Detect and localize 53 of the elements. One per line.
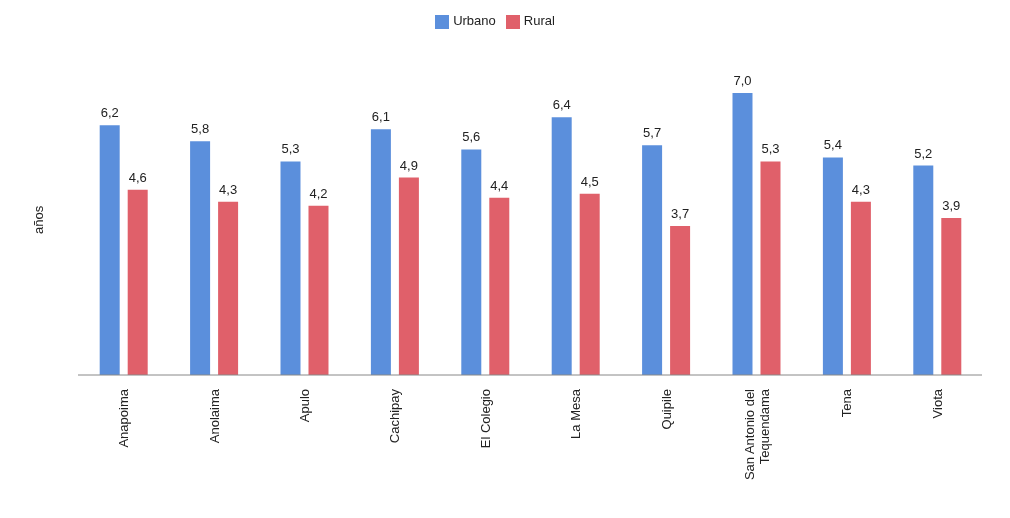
x-tick-label: Anapoima xyxy=(116,388,132,448)
bar xyxy=(461,149,482,375)
bar xyxy=(941,217,962,375)
bar xyxy=(308,205,329,375)
bar xyxy=(489,197,510,375)
data-label: 4,3 xyxy=(851,181,870,197)
x-tick-label: Anolaima xyxy=(206,388,222,444)
data-label: 5,8 xyxy=(191,121,210,137)
legend-label: Urbano xyxy=(453,13,496,28)
x-tick-label: Quipile xyxy=(658,389,674,430)
x-tick-label: Viota xyxy=(929,388,945,419)
data-label: 5,4 xyxy=(823,137,842,153)
bar xyxy=(370,129,391,375)
data-label: 6,4 xyxy=(552,97,571,113)
data-label: 5,2 xyxy=(914,145,933,161)
legend-label: Rural xyxy=(523,13,555,28)
bar xyxy=(732,93,753,375)
bar xyxy=(850,201,871,375)
x-tick-label: El Colegio xyxy=(477,389,493,449)
bar xyxy=(280,161,301,375)
bar xyxy=(822,157,843,375)
bar xyxy=(190,141,211,375)
x-tick-label: Cachipay xyxy=(387,388,403,444)
bar xyxy=(579,193,600,375)
data-label: 4,2 xyxy=(309,185,328,201)
data-label: 3,9 xyxy=(942,197,961,213)
bar xyxy=(913,165,934,375)
y-axis-title: años xyxy=(30,205,46,234)
data-label: 5,3 xyxy=(761,141,780,157)
data-label: 5,7 xyxy=(643,125,662,141)
x-tick-label: San Antonio del Tequendama xyxy=(741,388,772,481)
data-label: 6,2 xyxy=(100,105,119,121)
data-label: 5,6 xyxy=(462,129,481,145)
data-label: 4,4 xyxy=(490,177,509,193)
data-label: 4,9 xyxy=(399,157,418,173)
bar xyxy=(398,177,419,375)
bar xyxy=(642,145,663,375)
bar xyxy=(760,161,781,375)
data-label: 4,3 xyxy=(219,181,238,197)
x-tick-label: La Mesa xyxy=(568,388,584,439)
data-label: 4,6 xyxy=(128,169,147,185)
bar xyxy=(99,125,120,375)
bar xyxy=(670,225,691,375)
data-label: 6,1 xyxy=(371,109,390,125)
data-label: 7,0 xyxy=(733,73,752,88)
data-label: 3,7 xyxy=(671,205,690,221)
x-tick-label: Tena xyxy=(839,388,855,418)
data-label: 5,3 xyxy=(281,141,300,157)
bar xyxy=(551,117,572,375)
x-tick-label: Apulo xyxy=(297,389,312,423)
data-label: 4,5 xyxy=(580,173,599,189)
bar xyxy=(218,201,239,375)
bar xyxy=(127,189,148,375)
